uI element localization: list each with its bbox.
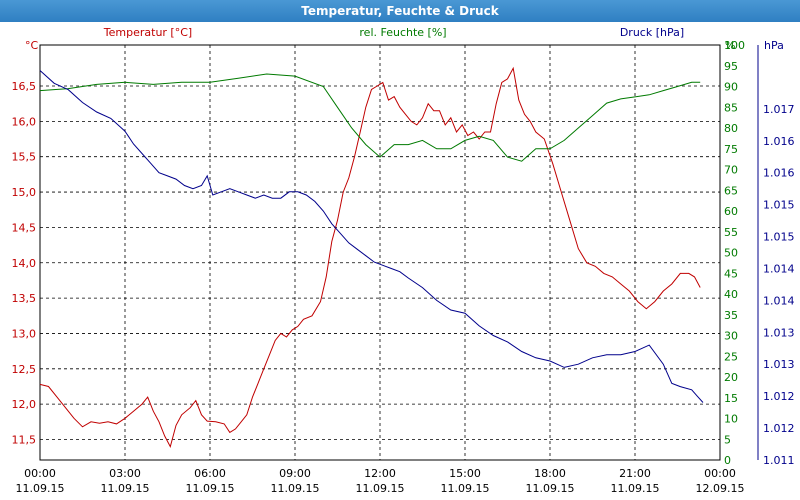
temperature-tick-label: 13,0 — [12, 327, 37, 340]
temperature-tick-label: 12,5 — [12, 363, 37, 376]
temperature-axis-unit: °C — [25, 39, 39, 52]
humidity-tick-label: 85 — [724, 101, 738, 114]
date-tick-label: 11.09.15 — [186, 482, 235, 495]
humidity-tick-label: 10 — [724, 413, 738, 426]
time-tick-label: 00:00 — [24, 467, 56, 480]
pressure-tick-label: 1.016 — [763, 135, 795, 148]
pressure-tick-label: 1.015 — [763, 199, 795, 212]
series-lines — [39, 66, 704, 448]
temperature-tick-label: 12,0 — [12, 398, 37, 411]
date-tick-label: 11.09.15 — [611, 482, 660, 495]
pressure-tick-label: 1.013 — [763, 358, 795, 371]
date-tick-label: 11.09.15 — [356, 482, 405, 495]
humidity-tick-label: 15 — [724, 392, 738, 405]
pressure-tick-label: 1.014 — [763, 262, 795, 275]
temperature-line — [39, 66, 701, 448]
date-tick-label: 11.09.15 — [271, 482, 320, 495]
temperature-tick-label: 13,5 — [12, 292, 37, 305]
pressure-line — [39, 70, 704, 403]
temperature-tick-label: 14,5 — [12, 221, 37, 234]
pressure-tick-label: 1.017 — [763, 103, 795, 116]
pressure-tick-label: 1.015 — [763, 231, 795, 244]
humidity-tick-label: 30 — [724, 330, 738, 343]
grid — [39, 44, 721, 461]
pressure-axis-ticks: 1.011 1.012 1.012 1.013 1.013 1.014 1.014 1.015… — [757, 45, 795, 467]
temperature-axis-title: Temperatur [°C] — [103, 26, 192, 39]
time-tick-label: 18:00 — [534, 467, 566, 480]
pressure-tick-label: 1.012 — [763, 390, 795, 403]
humidity-tick-label: 40 — [724, 288, 738, 301]
humidity-axis-unit: % — [725, 39, 735, 52]
temperature-tick-label: 16,5 — [12, 80, 37, 93]
time-tick-label: 00:00 — [704, 467, 736, 480]
pressure-axis-unit: hPa — [764, 39, 784, 52]
humidity-tick-label: 0 — [724, 454, 731, 467]
pressure-axis-title: Druck [hPa] — [620, 26, 684, 39]
date-tick-label: 11.09.15 — [16, 482, 65, 495]
humidity-tick-label: 20 — [724, 371, 738, 384]
pressure-tick-label: 1.016 — [763, 167, 795, 180]
pressure-tick-label: 1.014 — [763, 294, 795, 307]
temperature-axis-ticks: 11,5 12,0 12,5 13,0 13,5 14,0 14,5 15,0 15,5 16,0… — [12, 80, 37, 446]
time-tick-label: 12:00 — [364, 467, 396, 480]
humidity-tick-label: 80 — [724, 122, 738, 135]
humidity-tick-label: 55 — [724, 226, 738, 239]
humidity-tick-label: 70 — [724, 164, 738, 177]
time-tick-label: 03:00 — [109, 467, 141, 480]
temperature-tick-label: 15,5 — [12, 151, 37, 164]
temperature-tick-label: 15,0 — [12, 186, 37, 199]
pressure-tick-label: 1.012 — [763, 422, 795, 435]
temperature-tick-label: 11,5 — [12, 433, 37, 446]
date-tick-label: 11.09.15 — [441, 482, 490, 495]
weather-chart: 11,5 12,0 12,5 13,0 13,5 14,0 14,5 15,0 15,5 16,0… — [12, 26, 795, 495]
time-tick-label: 21:00 — [619, 467, 651, 480]
humidity-tick-label: 100 — [724, 39, 745, 52]
humidity-tick-label: 75 — [724, 143, 738, 156]
pressure-tick-label: 1.011 — [763, 454, 795, 467]
date-tick-label: 11.09.15 — [526, 482, 575, 495]
humidity-tick-label: 60 — [724, 205, 738, 218]
humidity-axis-ticks: 0 5 10 15 20 25 30 35 40 45 50 55 60 65 70 75 80 85 90 95 10… — [724, 39, 745, 467]
date-tick-label: 12.09.15 — [696, 482, 745, 495]
humidity-line — [39, 73, 701, 162]
time-axis-ticks: 00:00 11.09.15 03:00 11.09.15 06:00 11.09.15 0… — [16, 467, 745, 495]
chart-title: Temperatur, Feuchte & Druck — [301, 4, 499, 18]
time-tick-label: 06:00 — [194, 467, 226, 480]
time-tick-label: 09:00 — [279, 467, 311, 480]
humidity-tick-label: 45 — [724, 267, 738, 280]
humidity-tick-label: 25 — [724, 350, 738, 363]
pressure-tick-label: 1.013 — [763, 326, 795, 339]
humidity-tick-label: 5 — [724, 433, 731, 446]
temperature-tick-label: 16,0 — [12, 115, 37, 128]
time-tick-label: 15:00 — [449, 467, 481, 480]
chart-title-bar: Temperatur, Feuchte & Druck — [0, 0, 800, 22]
humidity-tick-label: 95 — [724, 60, 738, 73]
humidity-tick-label: 50 — [724, 247, 738, 260]
temperature-tick-label: 14,0 — [12, 257, 37, 270]
humidity-tick-label: 65 — [724, 184, 738, 197]
humidity-tick-label: 90 — [724, 81, 738, 94]
date-tick-label: 11.09.15 — [101, 482, 150, 495]
humidity-tick-label: 35 — [724, 309, 738, 322]
humidity-axis-title: rel. Feuchte [%] — [359, 26, 446, 39]
